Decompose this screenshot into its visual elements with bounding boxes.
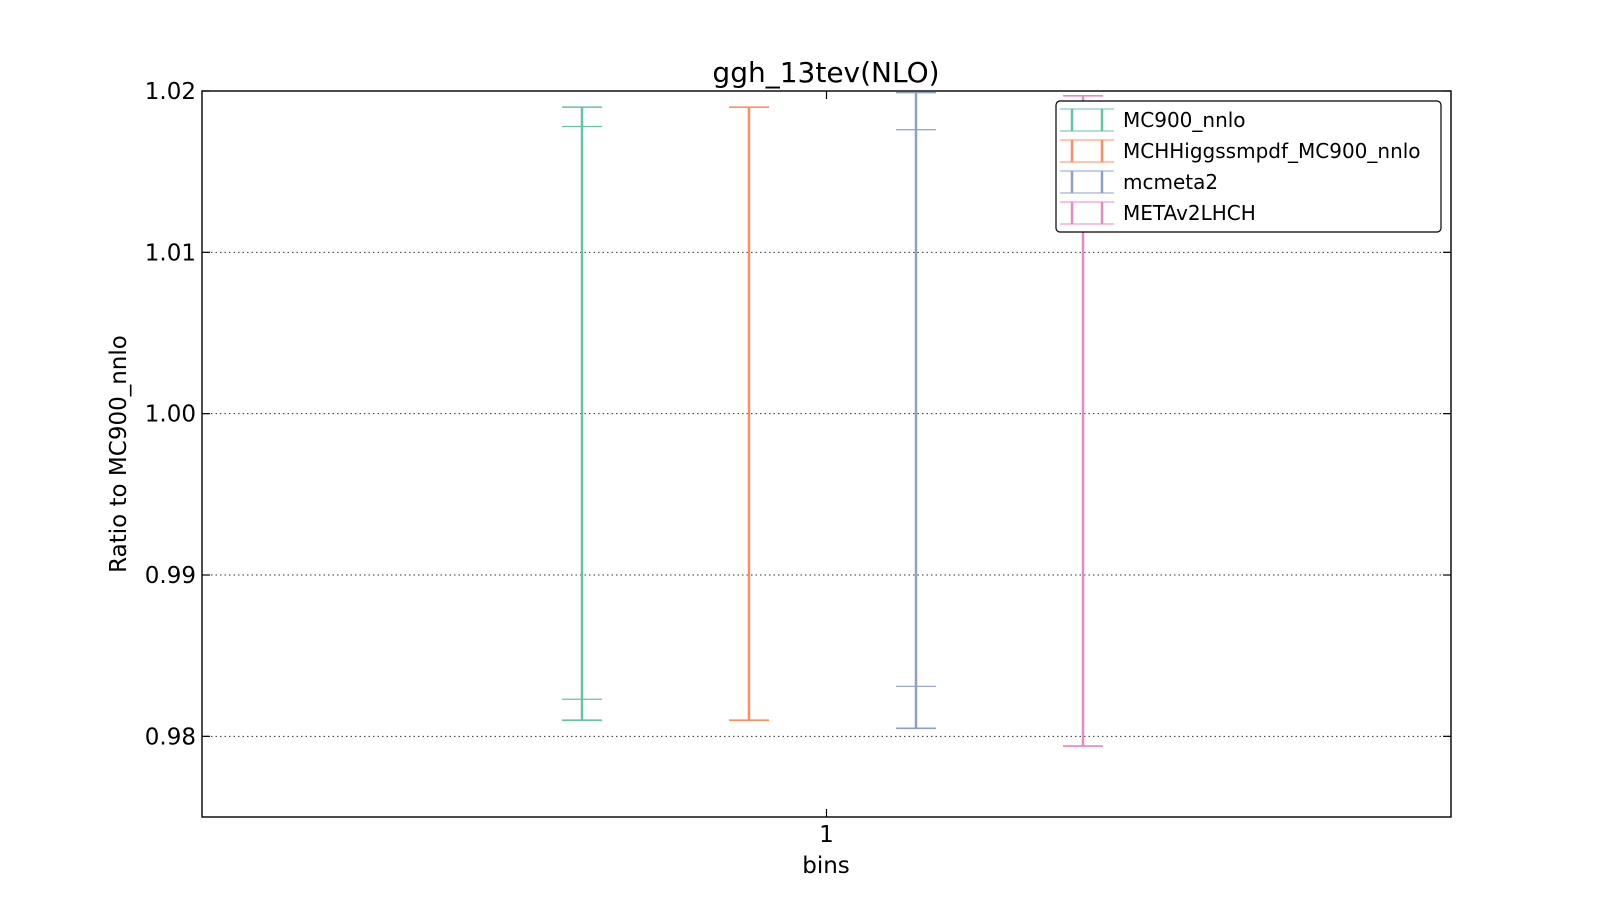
chart-title: ggh_13tev(NLO) (712, 56, 939, 89)
legend-entry: mcmeta2 (1060, 170, 1218, 194)
legend-label: METAv2LHCH (1123, 201, 1256, 225)
y-tick-label: 0.98 (145, 724, 196, 750)
legend-label: MCHHiggssmpdf_MC900_nnlo (1123, 139, 1421, 163)
x-tick-label: 1 (819, 822, 834, 848)
y-tick-label: 1.01 (145, 240, 196, 266)
y-tick-label: 1.02 (145, 79, 196, 105)
legend-entry: METAv2LHCH (1060, 201, 1256, 225)
errorbar-mcmeta2 (896, 91, 936, 730)
y-axis-label: Ratio to MC900_nnlo (106, 335, 132, 573)
errorbar-MCHHiggssmpdf_MC900_nnlo (729, 106, 769, 722)
legend-entry: MC900_nnlo (1060, 108, 1246, 132)
legend: MC900_nnlo MCHHiggssmpdf_MC900_nnlomcmeta… (1055, 100, 1442, 233)
legend-label: MC900_nnlo (1123, 108, 1246, 132)
legend-label: mcmeta2 (1123, 170, 1218, 194)
axis-ticks: 0.98 0.99 1.00 1.01 1.02 1 (145, 79, 1451, 848)
x-axis-label: bins (802, 853, 850, 879)
errorbar-series (562, 91, 1103, 747)
legend-entry: MCHHiggssmpdf_MC900_nnlo (1060, 139, 1421, 163)
legend-box (1055, 100, 1442, 233)
y-tick-label: 0.99 (145, 563, 196, 589)
y-tick-label: 1.00 (145, 402, 196, 428)
errorbar-MC900_nnlo (562, 106, 602, 722)
